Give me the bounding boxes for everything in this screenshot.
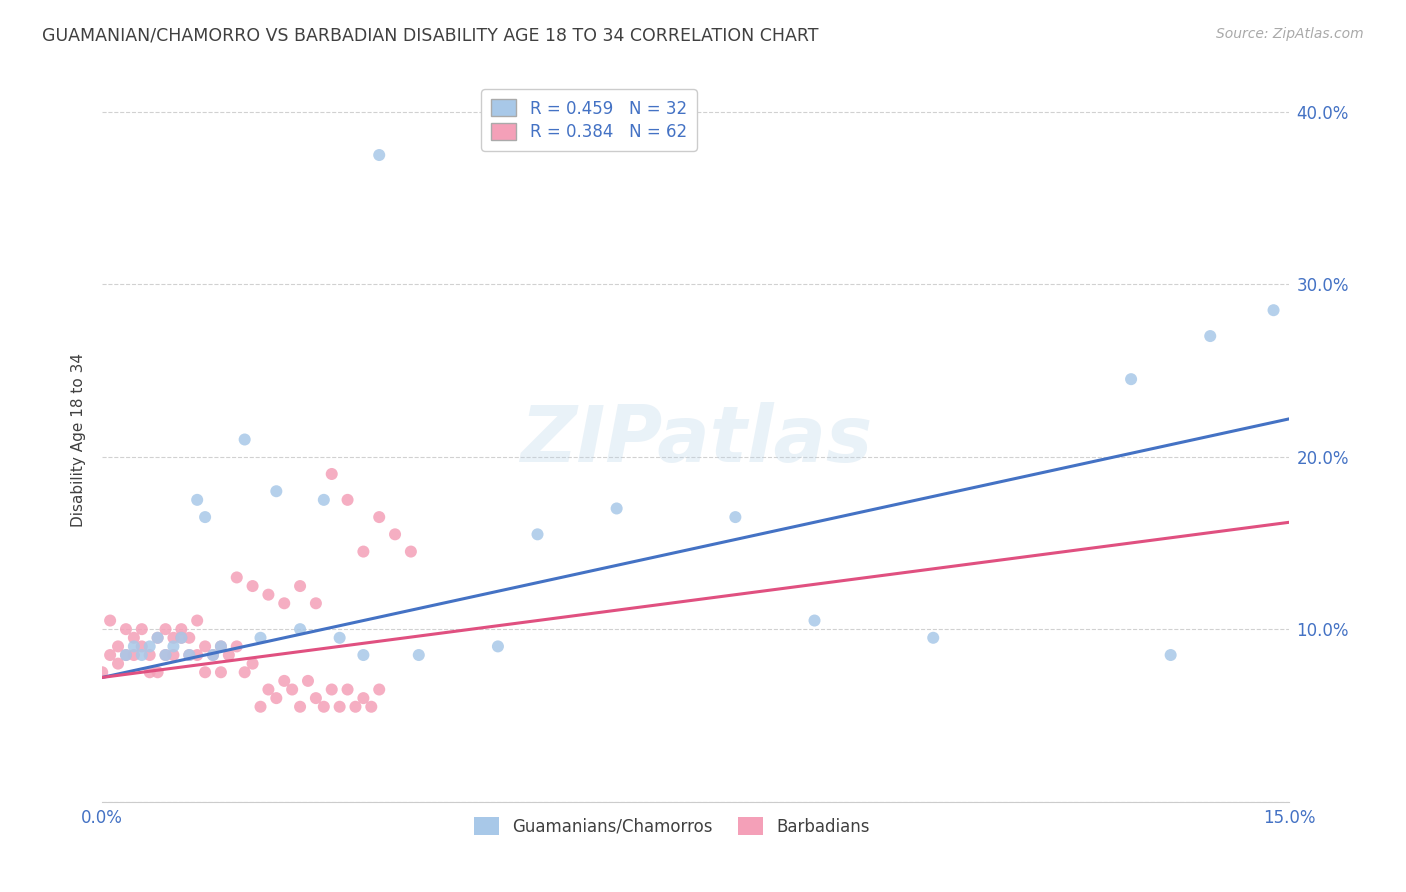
Point (131, 622, 153, 636)
Point (162, 648, 184, 662)
Point (329, 699, 352, 714)
Point (179, 631, 201, 645)
Point (155, 622, 177, 636)
Point (312, 699, 335, 714)
Point (273, 596, 295, 610)
Point (202, 648, 225, 662)
Point (288, 579, 311, 593)
Point (179, 648, 201, 662)
Point (312, 492, 335, 507)
Point (249, 699, 271, 714)
Point (329, 631, 352, 645)
Point (186, 614, 208, 628)
Point (360, 699, 382, 714)
Point (922, 631, 945, 645)
Point (194, 640, 217, 654)
Point (344, 699, 367, 714)
Point (399, 544, 422, 558)
Point (225, 570, 247, 584)
Point (242, 579, 264, 593)
Legend: Guamanians/Chamorros, Barbadians: Guamanians/Chamorros, Barbadians (465, 809, 879, 844)
Point (186, 648, 208, 662)
Point (194, 510, 217, 524)
Point (273, 673, 295, 688)
Point (155, 648, 177, 662)
Point (336, 492, 359, 507)
Point (305, 596, 328, 610)
Point (281, 682, 304, 697)
Point (209, 640, 232, 654)
Point (257, 682, 280, 697)
Point (179, 648, 201, 662)
Point (368, 682, 391, 697)
Point (162, 640, 184, 654)
Point (186, 492, 208, 507)
Point (233, 433, 256, 447)
Point (288, 622, 311, 636)
Point (336, 682, 359, 697)
Point (352, 648, 374, 662)
Point (170, 631, 193, 645)
Point (138, 648, 160, 662)
Point (115, 648, 138, 662)
Point (138, 640, 160, 654)
Point (526, 527, 548, 541)
Point (242, 657, 264, 671)
Point (131, 648, 153, 662)
Point (352, 691, 374, 706)
Point (115, 648, 138, 662)
Point (107, 657, 129, 671)
Point (98, 648, 121, 662)
Text: Source: ZipAtlas.com: Source: ZipAtlas.com (1216, 27, 1364, 41)
Point (146, 665, 169, 680)
Point (1119, 372, 1142, 386)
Point (288, 699, 311, 714)
Point (803, 614, 825, 628)
Point (131, 640, 153, 654)
Point (266, 484, 288, 499)
Point (122, 640, 145, 654)
Point (170, 622, 193, 636)
Point (91, 665, 114, 680)
Point (305, 691, 328, 706)
Point (368, 148, 391, 162)
Text: GUAMANIAN/CHAMORRO VS BARBADIAN DISABILITY AGE 18 TO 34 CORRELATION CHART: GUAMANIAN/CHAMORRO VS BARBADIAN DISABILI… (42, 27, 818, 45)
Point (98, 614, 121, 628)
Point (146, 631, 169, 645)
Point (352, 544, 374, 558)
Point (170, 631, 193, 645)
Point (162, 631, 184, 645)
Point (257, 588, 280, 602)
Point (408, 648, 430, 662)
Point (368, 510, 391, 524)
Point (266, 691, 288, 706)
Point (1160, 648, 1182, 662)
Point (115, 622, 138, 636)
Point (249, 631, 271, 645)
Point (209, 665, 232, 680)
Y-axis label: Disability Age 18 to 34: Disability Age 18 to 34 (72, 352, 86, 526)
Point (202, 648, 225, 662)
Point (107, 640, 129, 654)
Point (233, 665, 256, 680)
Point (218, 648, 240, 662)
Point (724, 510, 747, 524)
Point (225, 640, 247, 654)
Point (1263, 303, 1285, 318)
Point (122, 648, 145, 662)
Point (138, 665, 160, 680)
Point (194, 665, 217, 680)
Text: ZIPatlas: ZIPatlas (520, 401, 872, 477)
Point (146, 631, 169, 645)
Point (122, 631, 145, 645)
Point (297, 673, 319, 688)
Point (321, 682, 343, 697)
Point (155, 648, 177, 662)
Point (209, 640, 232, 654)
Point (321, 467, 343, 481)
Point (606, 501, 628, 516)
Point (384, 527, 406, 541)
Point (486, 640, 509, 654)
Point (1199, 329, 1222, 343)
